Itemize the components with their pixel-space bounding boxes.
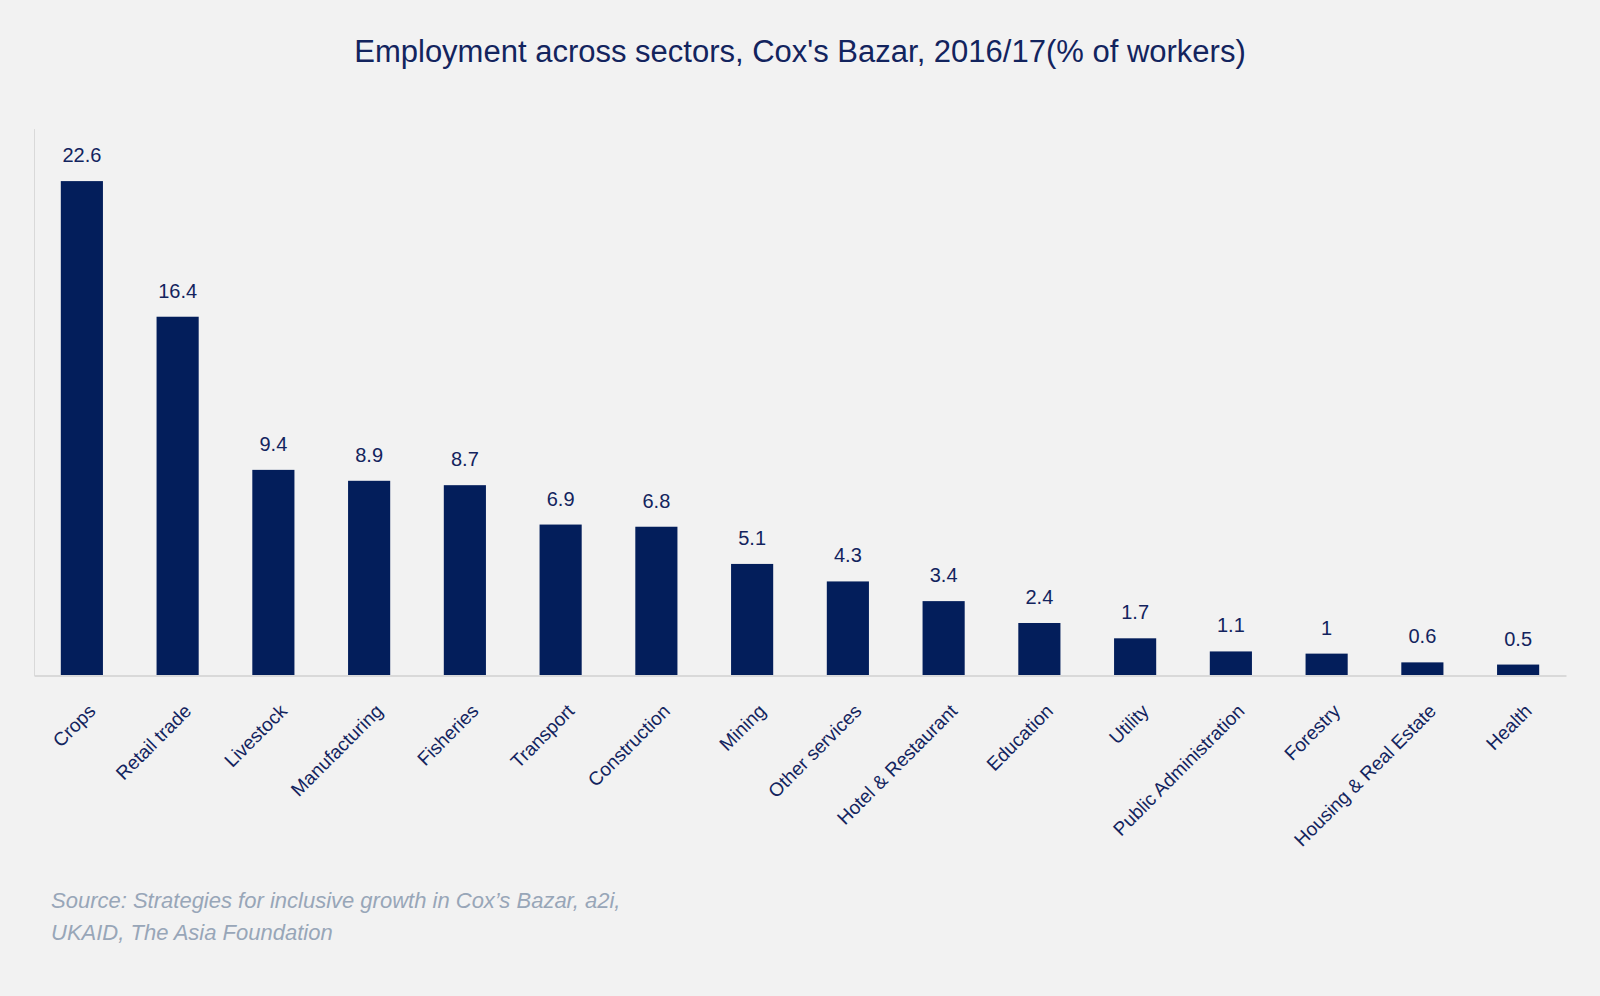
x-tick: Health xyxy=(1482,700,1536,754)
x-tick-label: Livestock xyxy=(220,700,291,771)
x-tick: Forestry xyxy=(1280,700,1344,764)
x-tick: Public Administration xyxy=(1109,700,1249,840)
x-tick-label: Hotel & Restaurant xyxy=(833,700,962,829)
x-axis: CropsRetail trade LivestockManufacturing F… xyxy=(35,676,1567,850)
data-label: 16.4 xyxy=(158,280,197,302)
x-tick-label: Construction xyxy=(584,700,674,790)
x-tick: Fisheries xyxy=(413,700,482,769)
bars xyxy=(61,181,1539,675)
data-label: 8.9 xyxy=(355,444,383,466)
data-label: 1.7 xyxy=(1121,601,1149,623)
bar xyxy=(827,581,869,675)
bar xyxy=(1210,651,1252,675)
source: Source: Strategies for inclusive growth … xyxy=(51,888,620,945)
data-label: 5.1 xyxy=(738,527,766,549)
x-tick: Construction xyxy=(584,700,674,790)
x-tick-label: Education xyxy=(982,700,1057,775)
bar xyxy=(1018,623,1060,676)
x-tick-label: Utility xyxy=(1105,700,1153,748)
title: Employment across sectors, Cox's Bazar, … xyxy=(354,34,1245,69)
y-axis-line xyxy=(34,129,35,676)
data-label: 6.9 xyxy=(547,488,575,510)
x-tick-label: Public Administration xyxy=(1109,700,1249,840)
x-tick: Mining xyxy=(715,700,769,754)
bar xyxy=(61,181,103,675)
bar xyxy=(444,485,486,675)
x-tick-label: Crops xyxy=(49,700,100,751)
chart: Employment across sectors, Cox's Bazar, … xyxy=(0,0,1600,996)
bar xyxy=(252,470,294,676)
data-label: 2.4 xyxy=(1025,586,1053,608)
y-axis xyxy=(34,129,35,676)
data-label: 1.1 xyxy=(1217,614,1245,636)
bar xyxy=(923,601,965,675)
x-tick: Other services xyxy=(764,700,865,801)
data-label: 4.3 xyxy=(834,544,862,566)
data-label: 0.6 xyxy=(1408,625,1436,647)
x-tick: Manufacturing xyxy=(287,700,387,800)
bar xyxy=(1497,665,1539,676)
x-tick-label: Housing & Real Estate xyxy=(1290,700,1440,850)
x-tick: Transport xyxy=(506,700,578,772)
x-tick-label: Mining xyxy=(715,700,769,754)
bar xyxy=(731,564,773,676)
data-label: 22.6 xyxy=(62,144,101,166)
x-tick: Education xyxy=(982,700,1057,775)
source-line: Source: Strategies for inclusive growth … xyxy=(51,888,620,913)
bar xyxy=(1401,662,1443,675)
data-label: 8.7 xyxy=(451,448,479,470)
x-tick-label: Other services xyxy=(764,700,865,801)
x-tick: Crops xyxy=(49,700,100,751)
x-tick: Retail trade xyxy=(112,700,196,784)
bar xyxy=(1114,638,1156,675)
x-tick-label: Health xyxy=(1482,700,1536,754)
data-label: 6.8 xyxy=(642,490,670,512)
data-label: 9.4 xyxy=(259,433,287,455)
x-tick-label: Transport xyxy=(506,700,578,772)
x-axis-line xyxy=(35,675,1567,677)
x-tick-label: Fisheries xyxy=(413,700,482,769)
bar xyxy=(157,317,199,676)
data-label: 0.5 xyxy=(1504,628,1532,650)
data-label: 3.4 xyxy=(930,564,958,586)
x-tick: Housing & Real Estate xyxy=(1290,700,1440,850)
data-label: 1 xyxy=(1321,617,1332,639)
x-tick-label: Manufacturing xyxy=(287,700,387,800)
x-tick: Hotel & Restaurant xyxy=(833,700,962,829)
x-tick-label: Forestry xyxy=(1280,700,1344,764)
bar xyxy=(348,481,390,676)
data-labels: 22.6 16.4 9.4 8.9 8.7 6.9 6.8 5.1 4.3 3.4 2.4 1.7 1.… xyxy=(62,144,1532,649)
x-tick: Livestock xyxy=(220,700,291,771)
x-tick-label: Retail trade xyxy=(112,700,196,784)
source-line: UKAID, The Asia Foundation xyxy=(51,920,333,945)
bar xyxy=(1306,654,1348,676)
bar xyxy=(540,525,582,676)
x-tick: Utility xyxy=(1105,700,1153,748)
bar xyxy=(635,527,677,676)
background xyxy=(0,0,1600,996)
